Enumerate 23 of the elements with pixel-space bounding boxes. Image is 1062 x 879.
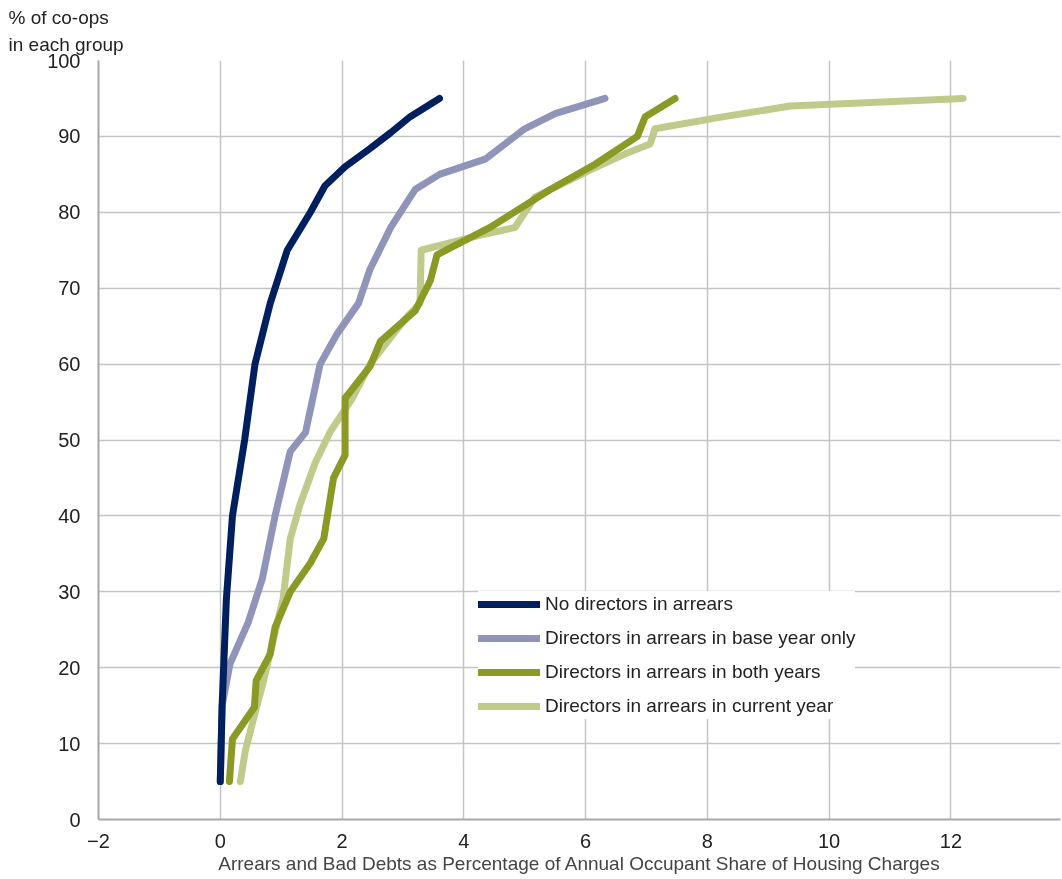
legend-label: No directors in arrears [545,593,733,615]
y-tick-label: 80 [58,201,81,224]
y-tick-label: 70 [58,277,81,300]
x-tick-label: 4 [458,829,470,852]
y-tick-label: 40 [58,504,81,527]
y-tick-label: 0 [69,808,81,831]
x-tick-label: 2 [336,829,348,852]
x-tick-label: 12 [939,829,963,852]
legend-label: Directors in arrears in current year [545,695,834,717]
legend-label: Directors in arrears in both years [545,661,821,683]
y-tick-label: 50 [58,429,81,451]
y-tick-label: 90 [58,125,81,148]
x-tick-label: 6 [580,829,592,852]
y-tick-label: 10 [58,732,81,755]
y-tick-label: 20 [58,656,81,679]
legend-label: Directors in arrears in base year only [545,627,856,649]
x-tick-label: −2 [87,829,110,852]
y-tick-label: 60 [58,353,81,376]
x-axis-title: Arrears and Bad Debts as Percentage of Annual Occupant Share of Housing Charges [218,852,940,874]
y-tick-label: 30 [58,580,81,603]
x-tick-label: 0 [214,829,226,852]
x-tick-label: 8 [701,829,713,852]
x-tick-label: 10 [818,829,841,852]
